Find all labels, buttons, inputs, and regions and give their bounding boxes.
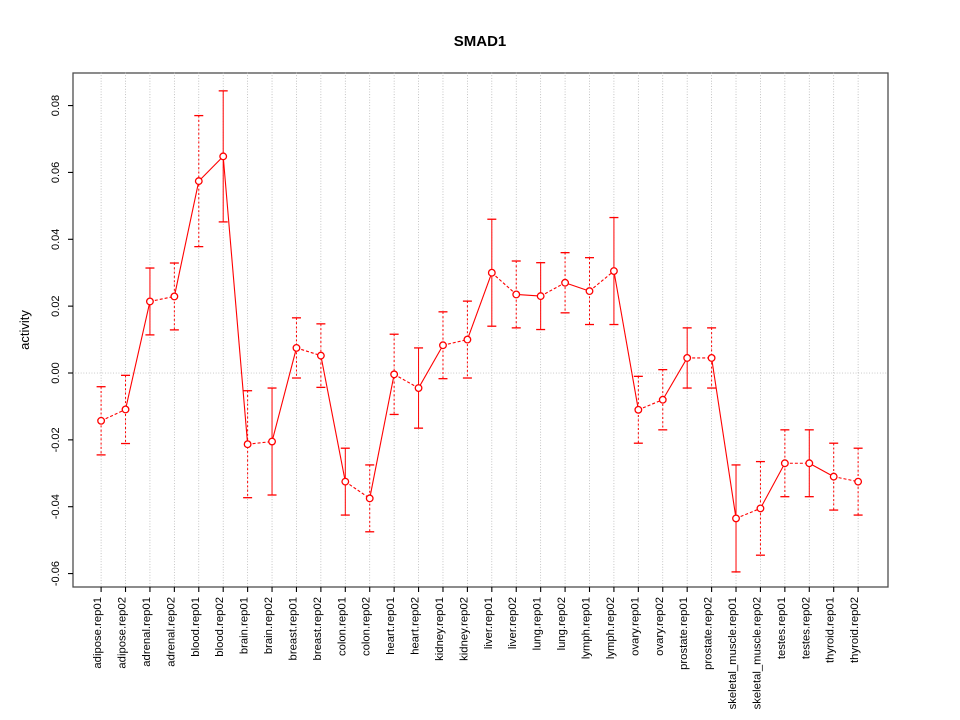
svg-text:liver.rep02: liver.rep02 (507, 597, 519, 649)
svg-text:kidney.rep02: kidney.rep02 (458, 597, 470, 661)
svg-text:breast.rep02: breast.rep02 (312, 597, 324, 660)
svg-text:heart.rep02: heart.rep02 (410, 597, 422, 655)
svg-text:adrenal.rep01: adrenal.rep01 (141, 597, 153, 667)
svg-text:adrenal.rep02: adrenal.rep02 (165, 597, 177, 667)
svg-text:brain.rep01: brain.rep01 (239, 597, 251, 654)
svg-text:adipose.rep01: adipose.rep01 (92, 597, 104, 669)
svg-text:ovary.rep01: ovary.rep01 (629, 597, 641, 656)
svg-text:prostate.rep01: prostate.rep01 (678, 597, 690, 670)
svg-text:thyroid.rep02: thyroid.rep02 (849, 597, 861, 663)
svg-text:lymph.rep02: lymph.rep02 (605, 597, 617, 659)
svg-text:blood.rep01: blood.rep01 (190, 597, 202, 657)
svg-text:activity: activity (17, 310, 32, 350)
svg-text:ovary.rep02: ovary.rep02 (654, 597, 666, 656)
svg-text:breast.rep01: breast.rep01 (287, 597, 299, 660)
svg-text:lymph.rep01: lymph.rep01 (581, 597, 593, 659)
svg-text:testes.rep01: testes.rep01 (776, 597, 788, 659)
svg-text:thyroid.rep01: thyroid.rep01 (825, 597, 837, 663)
svg-text:lung.rep01: lung.rep01 (532, 597, 544, 650)
svg-text:0.06: 0.06 (50, 162, 62, 183)
svg-text:0.08: 0.08 (50, 95, 62, 116)
svg-text:prostate.rep02: prostate.rep02 (703, 597, 715, 670)
svg-text:0.02: 0.02 (50, 295, 62, 316)
svg-text:0.00: 0.00 (50, 362, 62, 383)
svg-text:skeletal_muscle.rep01: skeletal_muscle.rep01 (727, 597, 739, 709)
svg-text:-0.02: -0.02 (50, 427, 62, 452)
svg-text:-0.06: -0.06 (50, 561, 62, 586)
svg-text:0.04: 0.04 (50, 229, 62, 250)
svg-text:lung.rep02: lung.rep02 (556, 597, 568, 650)
svg-text:-0.04: -0.04 (50, 494, 62, 519)
svg-text:skeletal_muscle.rep02: skeletal_muscle.rep02 (751, 597, 763, 709)
svg-text:adipose.rep02: adipose.rep02 (117, 597, 129, 669)
svg-text:testes.rep02: testes.rep02 (800, 597, 812, 659)
svg-text:colon.rep02: colon.rep02 (361, 597, 373, 656)
svg-text:liver.rep01: liver.rep01 (483, 597, 495, 649)
svg-text:heart.rep01: heart.rep01 (385, 597, 397, 655)
svg-text:kidney.rep01: kidney.rep01 (434, 597, 446, 661)
svg-text:brain.rep02: brain.rep02 (263, 597, 275, 654)
svg-text:blood.rep02: blood.rep02 (214, 597, 226, 657)
svg-text:colon.rep01: colon.rep01 (336, 597, 348, 656)
